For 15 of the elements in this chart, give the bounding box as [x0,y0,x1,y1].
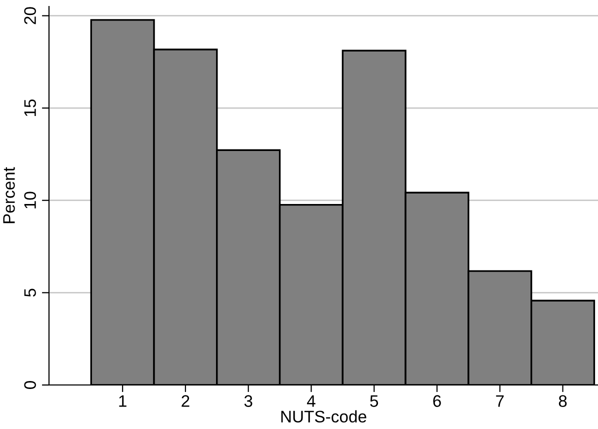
y-tick-label: 20 [24,7,36,24]
x-tick-label: 8 [558,395,567,407]
y-tick-label: 10 [24,192,36,208]
x-tick-label: 7 [496,395,504,407]
x-tick-label: 1 [119,395,126,407]
x-axis-title: NUTS-code [281,410,366,422]
y-tick-label: 15 [24,99,36,116]
y-axis-title: Percent [3,167,15,224]
y-tick-label: 0 [24,381,36,389]
x-tick-label: 6 [433,395,441,407]
x-tick-label: 2 [182,395,190,407]
x-tick-label: 5 [370,395,378,407]
x-tick-label: 4 [306,395,316,407]
x-tick-label: 3 [244,395,252,407]
y-tick-label: 5 [24,288,36,297]
